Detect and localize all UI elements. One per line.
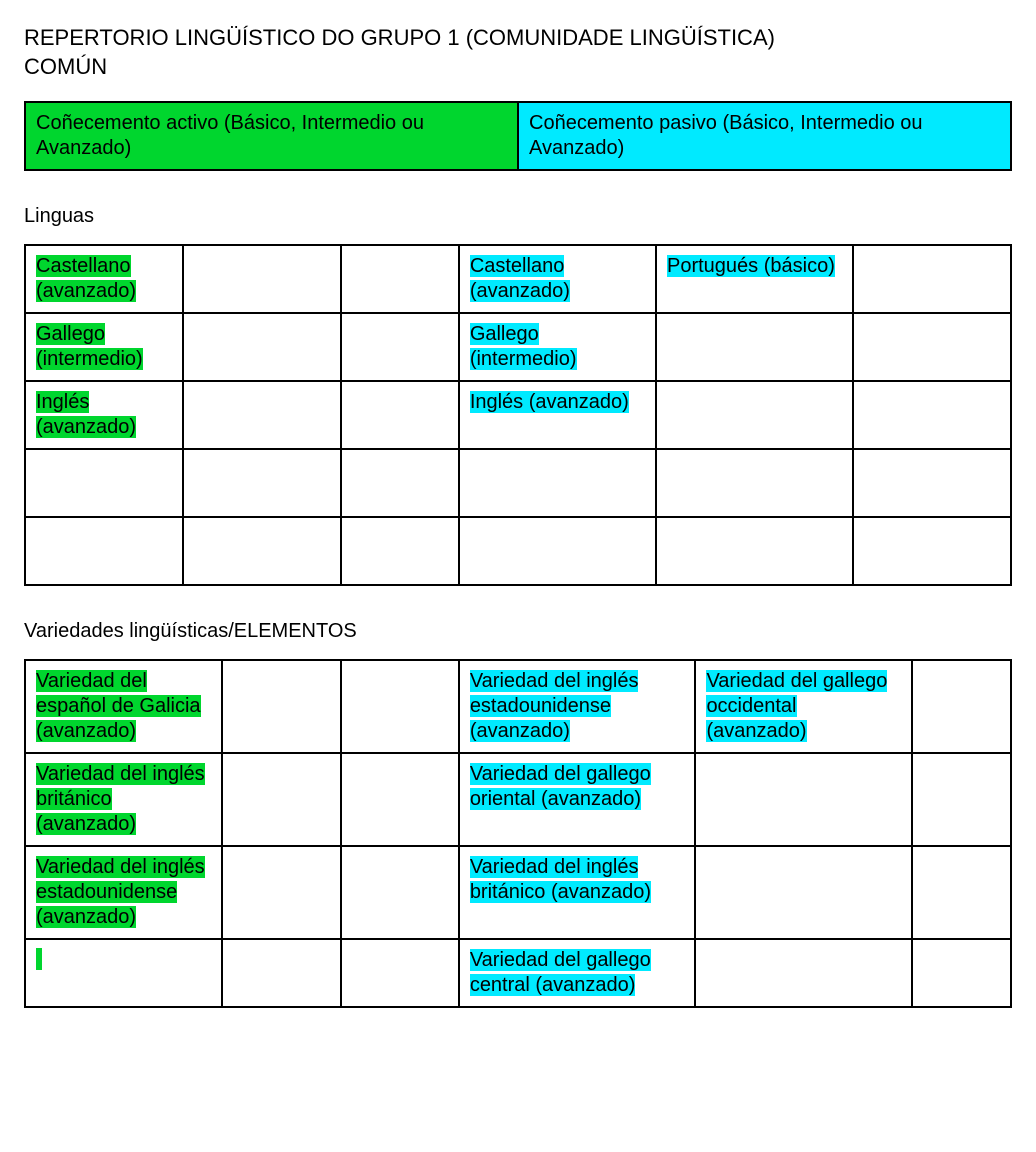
- cell-text: Castellano (avanzado): [36, 255, 136, 302]
- table-cell: [912, 846, 1011, 939]
- table-row: Variedad del inglés estadounidense (avan…: [25, 846, 1011, 939]
- table-cell: [222, 753, 340, 846]
- table-cell: [341, 846, 459, 939]
- linguas-table: Castellano (avanzado) Castellano (avanzad…: [24, 244, 1012, 586]
- table-cell: Variedad del gallego oriental (avanzado): [459, 753, 696, 846]
- table-cell: [656, 517, 853, 585]
- table-cell: [341, 381, 459, 449]
- legend-active-cell: Coñecemento activo (Básico, Intermedio o…: [25, 102, 518, 170]
- table-cell: [25, 449, 183, 517]
- table-cell: [695, 753, 912, 846]
- table-cell: [695, 846, 912, 939]
- table-cell: Variedad del inglés estadounidense (avan…: [25, 846, 222, 939]
- cell-text: Gallego (intermedio): [470, 323, 577, 370]
- table-cell: [853, 381, 1011, 449]
- table-cell: Inglés (avanzado): [459, 381, 656, 449]
- table-cell: [853, 449, 1011, 517]
- table-cell: [341, 660, 459, 753]
- table-cell: [222, 846, 340, 939]
- table-cell: Gallego (intermedio): [25, 313, 183, 381]
- table-cell: Variedad del inglés británico (avanzado): [25, 753, 222, 846]
- cell-text: Variedad del inglés británico (avanzado): [470, 856, 651, 903]
- cell-text: Inglés (avanzado): [36, 391, 136, 438]
- cell-text: Inglés (avanzado): [470, 391, 629, 413]
- table-cell: [656, 381, 853, 449]
- cell-text: Variedad del gallego central (avanzado): [470, 949, 651, 996]
- table-cell: [853, 517, 1011, 585]
- table-row: Gallego (intermedio) Gallego (intermedio): [25, 313, 1011, 381]
- cell-text: Variedad del español de Galicia (avanzad…: [36, 670, 201, 742]
- table-cell: [183, 313, 341, 381]
- cell-text: Portugués (básico): [667, 255, 835, 277]
- table-cell: [341, 753, 459, 846]
- table-cell: [183, 245, 341, 313]
- table-cell: [341, 449, 459, 517]
- table-row: Variedad del gallego central (avanzado): [25, 939, 1011, 1007]
- table-cell: [912, 939, 1011, 1007]
- cell-text: Variedad del inglés británico (avanzado): [36, 763, 205, 835]
- cell-text: Gallego (intermedio): [36, 323, 143, 370]
- table-cell: [656, 449, 853, 517]
- table-cell: [183, 449, 341, 517]
- table-cell: [912, 660, 1011, 753]
- table-cell: [222, 660, 340, 753]
- table-cell: Castellano (avanzado): [25, 245, 183, 313]
- table-cell: [25, 939, 222, 1007]
- table-cell: [341, 517, 459, 585]
- table-cell: [853, 313, 1011, 381]
- table-row: Castellano (avanzado) Castellano (avanzad…: [25, 245, 1011, 313]
- table-cell: [853, 245, 1011, 313]
- cell-text: Variedad del inglés estadounidense (avan…: [470, 670, 639, 742]
- table-row: Variedad del inglés británico (avanzado)…: [25, 753, 1011, 846]
- table-row: Inglés (avanzado) Inglés (avanzado): [25, 381, 1011, 449]
- table-cell: [656, 313, 853, 381]
- table-row: Variedad del español de Galicia (avanzad…: [25, 660, 1011, 753]
- legend-passive-cell: Coñecemento pasivo (Básico, Intermedio o…: [518, 102, 1011, 170]
- table-cell: Variedad del gallego occidental (avanzad…: [695, 660, 912, 753]
- title-line1: REPERTORIO LINGÜÍSTICO DO GRUPO 1 (COMUN…: [24, 25, 775, 50]
- table-cell: Variedad del gallego central (avanzado): [459, 939, 696, 1007]
- table-cell: [341, 245, 459, 313]
- table-cell: [222, 939, 340, 1007]
- table-row: [25, 517, 1011, 585]
- cell-text: Castellano (avanzado): [470, 255, 570, 302]
- table-cell: Variedad del inglés británico (avanzado): [459, 846, 696, 939]
- page-title: REPERTORIO LINGÜÍSTICO DO GRUPO 1 (COMUN…: [24, 24, 1012, 81]
- table-cell: [183, 517, 341, 585]
- table-cell: Inglés (avanzado): [25, 381, 183, 449]
- table-cell: [695, 939, 912, 1007]
- table-cell: [341, 313, 459, 381]
- table-cell: [459, 517, 656, 585]
- table-cell: [459, 449, 656, 517]
- cell-text: Variedad del inglés estadounidense (avan…: [36, 856, 205, 928]
- table-cell: [183, 381, 341, 449]
- table-cell: Variedad del español de Galicia (avanzad…: [25, 660, 222, 753]
- table-cell: Portugués (básico): [656, 245, 853, 313]
- table-cell: Castellano (avanzado): [459, 245, 656, 313]
- table-row: [25, 449, 1011, 517]
- variedades-heading: Variedades lingüísticas/ELEMENTOS: [24, 620, 1012, 643]
- linguas-heading: Linguas: [24, 205, 1012, 228]
- table-cell: Gallego (intermedio): [459, 313, 656, 381]
- title-line2: COMÚN: [24, 54, 107, 79]
- text-cursor: [36, 948, 42, 970]
- table-cell: Variedad del inglés estadounidense (avan…: [459, 660, 696, 753]
- cell-text: Variedad del gallego occidental (avanzad…: [706, 670, 887, 742]
- table-cell: [912, 753, 1011, 846]
- table-cell: [341, 939, 459, 1007]
- table-cell: [25, 517, 183, 585]
- variedades-table: Variedad del español de Galicia (avanzad…: [24, 659, 1012, 1008]
- cell-text: Variedad del gallego oriental (avanzado): [470, 763, 651, 810]
- legend-table: Coñecemento activo (Básico, Intermedio o…: [24, 101, 1012, 171]
